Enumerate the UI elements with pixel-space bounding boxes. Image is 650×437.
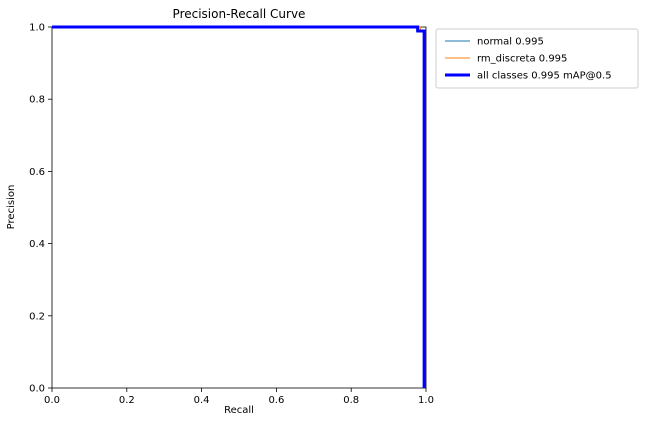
legend-label-0: normal 0.995 <box>477 37 544 48</box>
plot-area-border <box>51 26 427 389</box>
legend-label-1: rm_discreta 0.995 <box>477 54 567 65</box>
y-tick-label: 1.0 <box>29 23 45 34</box>
series-line-1 <box>52 26 426 388</box>
y-axis-ticks: 0.0 0.2 0.4 0.6 0.8 1.0 <box>29 23 52 395</box>
y-tick-label: 0.0 <box>29 384 45 395</box>
x-axis-label: Recall <box>224 405 254 416</box>
y-axis-label: Precision <box>6 185 17 230</box>
x-tick-label: 0.2 <box>119 395 135 406</box>
chart-title: Precision-Recall Curve <box>173 7 306 21</box>
series-line-0 <box>52 26 425 388</box>
x-tick-label: 1.0 <box>418 395 434 406</box>
x-axis-ticks: 0.0 0.2 0.4 0.6 0.8 1.0 <box>44 388 434 406</box>
y-tick-label: 0.4 <box>29 239 45 250</box>
series-line-2 <box>52 25 426 388</box>
legend: normal 0.995 rm_discreta 0.995 all classes… <box>435 28 639 89</box>
series-lines <box>52 25 426 388</box>
y-tick-label: 0.6 <box>29 167 45 178</box>
legend-box <box>435 28 639 89</box>
x-tick-label: 0.8 <box>343 395 359 406</box>
x-tick-label: 0.6 <box>268 395 284 406</box>
x-tick-label: 0.4 <box>194 395 210 406</box>
legend-label-2: all classes 0.995 mAP@0.5 <box>477 71 612 82</box>
y-tick-label: 0.8 <box>29 95 45 106</box>
y-tick-label: 0.2 <box>29 311 45 322</box>
x-tick-label: 0.0 <box>44 395 60 406</box>
